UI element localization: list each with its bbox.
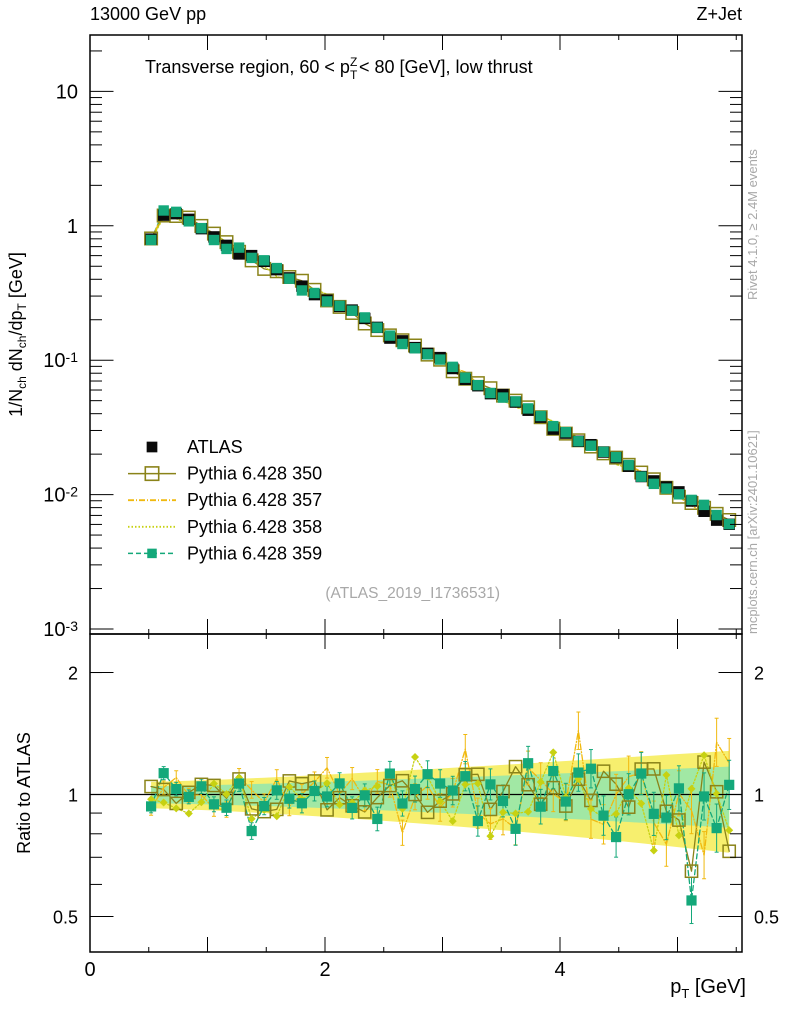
svg-text:Ratio to ATLAS: Ratio to ATLAS <box>14 732 34 854</box>
svg-text:Pythia 6.428 357: Pythia 6.428 357 <box>187 490 322 510</box>
svg-text:1/Nch dNch/dpT [GeV]: 1/Nch dNch/dpT [GeV] <box>6 252 29 417</box>
svg-text:13000 GeV pp: 13000 GeV pp <box>90 4 206 24</box>
svg-text:(ATLAS_2019_I1736531): (ATLAS_2019_I1736531) <box>325 585 500 602</box>
svg-text:Pythia 6.428 359: Pythia 6.428 359 <box>187 543 322 563</box>
svg-text:0.5: 0.5 <box>754 908 779 928</box>
svg-text:1: 1 <box>68 786 78 806</box>
svg-text:Pythia 6.428 358: Pythia 6.428 358 <box>187 517 322 537</box>
svg-text:mcplots.cern.ch [arXiv:2401.10: mcplots.cern.ch [arXiv:2401.10621] <box>745 430 760 634</box>
svg-text:Pythia 6.428 350: Pythia 6.428 350 <box>187 464 322 484</box>
svg-text:Rivet 4.1.0, ≥ 2.4M events: Rivet 4.1.0, ≥ 2.4M events <box>745 149 760 300</box>
svg-text:2: 2 <box>754 664 764 684</box>
svg-text:4: 4 <box>554 959 565 981</box>
svg-text:Z: Z <box>350 55 357 69</box>
svg-text:T: T <box>350 68 358 82</box>
svg-text:0.5: 0.5 <box>53 908 78 928</box>
svg-text:1: 1 <box>754 786 764 806</box>
svg-text:10: 10 <box>56 81 78 103</box>
svg-text:Z+Jet: Z+Jet <box>696 4 742 24</box>
svg-text:2: 2 <box>68 664 78 684</box>
svg-text:1: 1 <box>67 216 78 238</box>
svg-text:0: 0 <box>84 959 95 981</box>
svg-text:2: 2 <box>319 959 330 981</box>
svg-text:ATLAS: ATLAS <box>187 437 243 457</box>
svg-text:Transverse region, 60 < p: Transverse region, 60 < p <box>145 57 350 77</box>
svg-text:< 80 [GeV], low thrust: < 80 [GeV], low thrust <box>359 57 533 77</box>
